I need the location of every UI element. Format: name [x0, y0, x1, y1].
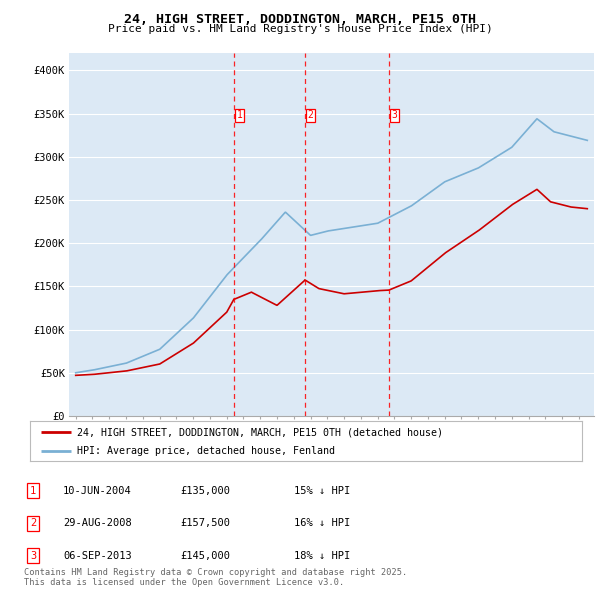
Text: 1: 1 — [236, 110, 242, 120]
Text: £135,000: £135,000 — [180, 486, 230, 496]
Text: 29-AUG-2008: 29-AUG-2008 — [63, 519, 132, 528]
Text: 15% ↓ HPI: 15% ↓ HPI — [294, 486, 350, 496]
Text: 16% ↓ HPI: 16% ↓ HPI — [294, 519, 350, 528]
Text: 24, HIGH STREET, DODDINGTON, MARCH, PE15 0TH (detached house): 24, HIGH STREET, DODDINGTON, MARCH, PE15… — [77, 427, 443, 437]
Text: 06-SEP-2013: 06-SEP-2013 — [63, 551, 132, 560]
Text: 18% ↓ HPI: 18% ↓ HPI — [294, 551, 350, 560]
Text: 3: 3 — [391, 110, 397, 120]
Text: £145,000: £145,000 — [180, 551, 230, 560]
Text: HPI: Average price, detached house, Fenland: HPI: Average price, detached house, Fenl… — [77, 447, 335, 456]
Text: Price paid vs. HM Land Registry's House Price Index (HPI): Price paid vs. HM Land Registry's House … — [107, 24, 493, 34]
Text: 24, HIGH STREET, DODDINGTON, MARCH, PE15 0TH: 24, HIGH STREET, DODDINGTON, MARCH, PE15… — [124, 13, 476, 26]
Text: 10-JUN-2004: 10-JUN-2004 — [63, 486, 132, 496]
Text: 3: 3 — [30, 551, 36, 560]
Text: £157,500: £157,500 — [180, 519, 230, 528]
Text: Contains HM Land Registry data © Crown copyright and database right 2025.
This d: Contains HM Land Registry data © Crown c… — [24, 568, 407, 587]
Text: 2: 2 — [30, 519, 36, 528]
Text: 2: 2 — [307, 110, 313, 120]
Text: 1: 1 — [30, 486, 36, 496]
